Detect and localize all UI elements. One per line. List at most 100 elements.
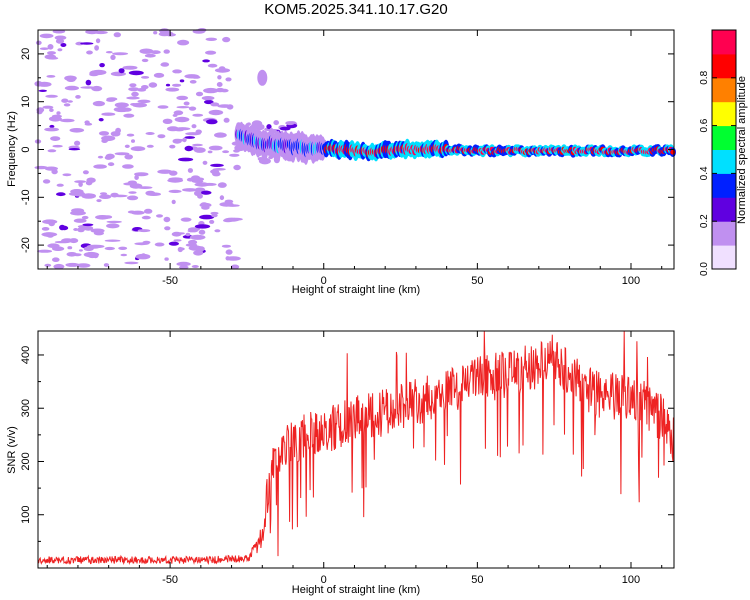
noise-blob: [153, 31, 158, 35]
noise-blob: [216, 82, 223, 87]
colorbar-band: [712, 149, 736, 174]
noise-blob: [101, 112, 116, 116]
noise-blob: [56, 192, 66, 197]
noise-blob: [207, 150, 213, 154]
noise-blob: [137, 88, 147, 92]
noise-blob: [37, 81, 52, 87]
noise-blob: [188, 239, 198, 245]
noise-blob: [73, 218, 87, 223]
noise-blob: [179, 79, 185, 83]
noise-blob: [107, 162, 115, 167]
noise-blob: [74, 180, 87, 184]
noise-blob: [127, 195, 139, 201]
noise-blob: [189, 80, 197, 84]
noise-blob: [210, 102, 220, 107]
noise-blob: [175, 232, 185, 235]
spectrogram-ytick-label: -20: [20, 237, 32, 253]
noise-blob: [221, 244, 231, 248]
noise-blob: [52, 144, 63, 148]
noise-blob: [106, 220, 122, 224]
noise-blob: [168, 241, 179, 246]
noise-blob: [203, 87, 219, 94]
noise-blob: [176, 261, 191, 267]
noise-blob: [168, 170, 178, 176]
noise-blob: [160, 62, 170, 67]
noise-blob: [177, 246, 183, 253]
noise-blob: [68, 148, 81, 151]
noise-blob: [110, 131, 121, 137]
noise-blob: [206, 119, 218, 125]
snr-xlabel: Height of straight line (km): [292, 584, 420, 596]
noise-blob: [145, 132, 155, 135]
noise-blob: [106, 223, 120, 229]
noise-blob: [146, 144, 154, 148]
noise-blob: [83, 225, 94, 231]
noise-blob: [112, 52, 129, 56]
noise-blob: [38, 89, 47, 93]
noise-blob: [205, 37, 218, 41]
noise-blob: [97, 155, 104, 159]
noise-blob: [279, 126, 291, 131]
noise-blob: [273, 120, 280, 126]
noise-blob: [75, 41, 84, 46]
noise-blob: [105, 51, 113, 54]
colorbar-tick-label: 0.8: [699, 70, 710, 84]
noise-blob: [94, 45, 99, 51]
noise-blob: [77, 227, 85, 233]
noise-blob: [126, 96, 140, 100]
noise-blob: [172, 83, 182, 87]
noise-blob: [104, 239, 121, 242]
noise-blob: [49, 108, 54, 112]
colorbar-tick-label: 0.2: [699, 214, 710, 228]
snr-ytick-label: 100: [20, 506, 32, 524]
noise-blob: [212, 171, 221, 177]
noise-blob: [184, 136, 196, 139]
noise-blob: [164, 257, 169, 261]
noise-blob: [141, 58, 149, 63]
noise-blob: [217, 104, 233, 108]
noise-blob: [174, 116, 190, 123]
snr-ylabel: SNR (v/v): [6, 426, 18, 474]
noise-blob: [225, 256, 230, 261]
noise-blob: [93, 231, 104, 236]
colorbar-tick-label: 0.0: [699, 262, 710, 276]
noise-blob: [67, 100, 73, 103]
noise-blob: [205, 50, 217, 55]
noise-blob: [96, 199, 102, 203]
noise-blob: [211, 213, 218, 218]
noise-blob: [222, 36, 231, 43]
colorbar-band: [712, 245, 736, 270]
noise-blob: [178, 157, 194, 162]
noise-blob: [192, 113, 204, 117]
snr-xtick-label: 50: [471, 574, 483, 586]
noise-blob: [187, 168, 193, 173]
noise-blob: [176, 106, 190, 109]
noise-blob: [182, 137, 187, 143]
noise-blob: [99, 192, 108, 196]
noise-blob: [162, 118, 173, 125]
noise-blob: [230, 264, 240, 270]
noise-blob: [179, 265, 189, 270]
noise-blob: [61, 238, 74, 243]
noise-blob: [82, 223, 94, 227]
noise-blob: [92, 100, 105, 107]
noise-blob: [44, 166, 58, 171]
noise-blob: [50, 136, 61, 142]
noise-blob: [233, 164, 241, 171]
noise-blob: [60, 118, 75, 123]
snr-panel: -50 0 50 100 100 200 300 400 Height of straight…: [6, 330, 675, 596]
noise-blob: [118, 68, 125, 74]
noise-blob: [118, 246, 128, 250]
noise-blob: [63, 103, 71, 107]
spectrogram-ytick-label: 10: [20, 96, 32, 108]
noise-blob: [173, 239, 182, 242]
noise-blob: [164, 226, 171, 231]
noise-blob: [59, 224, 66, 231]
noise-blob: [47, 149, 57, 153]
noise-blob: [225, 249, 233, 255]
noise-blob: [193, 250, 204, 256]
noise-blob: [142, 240, 151, 245]
noise-blob: [47, 243, 60, 248]
noise-blob: [123, 182, 137, 186]
